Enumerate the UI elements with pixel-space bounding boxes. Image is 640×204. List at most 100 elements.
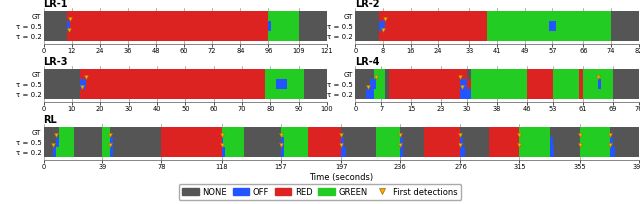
Bar: [553, 80, 579, 89]
Bar: [271, 22, 299, 32]
Bar: [284, 138, 308, 147]
Bar: [552, 138, 580, 147]
Bar: [67, 22, 70, 32]
Bar: [580, 148, 610, 157]
Bar: [611, 32, 639, 42]
Bar: [223, 138, 244, 147]
Bar: [489, 128, 520, 137]
Bar: [583, 80, 598, 89]
Bar: [580, 128, 610, 137]
Bar: [556, 22, 611, 32]
Bar: [287, 80, 304, 89]
Text: RL: RL: [44, 114, 57, 124]
Bar: [44, 148, 52, 157]
Bar: [341, 148, 346, 157]
Bar: [102, 128, 110, 137]
Bar: [67, 32, 268, 42]
Bar: [376, 80, 385, 89]
Bar: [304, 80, 327, 89]
Bar: [486, 22, 549, 32]
Bar: [44, 128, 59, 137]
Bar: [579, 90, 583, 99]
Bar: [344, 138, 376, 147]
Bar: [463, 138, 489, 147]
Bar: [579, 70, 583, 79]
Bar: [281, 138, 284, 147]
Bar: [264, 90, 304, 99]
Bar: [374, 90, 385, 99]
Bar: [102, 148, 110, 157]
Bar: [308, 128, 341, 137]
Bar: [553, 90, 579, 99]
Bar: [486, 12, 611, 22]
Bar: [460, 80, 467, 89]
Bar: [612, 90, 639, 99]
Bar: [86, 80, 264, 89]
Bar: [59, 138, 74, 147]
Bar: [284, 148, 308, 157]
Bar: [341, 138, 344, 147]
Bar: [56, 138, 59, 147]
Bar: [113, 138, 161, 147]
Bar: [74, 128, 102, 137]
Bar: [489, 148, 520, 157]
Bar: [460, 148, 465, 157]
Bar: [52, 148, 56, 157]
Bar: [44, 22, 67, 32]
Bar: [613, 138, 639, 147]
Bar: [110, 138, 113, 147]
Bar: [549, 22, 556, 32]
Bar: [355, 80, 370, 89]
Bar: [467, 80, 471, 89]
Bar: [222, 148, 225, 157]
Bar: [610, 148, 614, 157]
Bar: [554, 148, 580, 157]
Bar: [264, 70, 304, 79]
Text: LR-4: LR-4: [355, 57, 380, 67]
Bar: [471, 90, 527, 99]
Bar: [389, 80, 460, 89]
Bar: [460, 90, 471, 99]
Bar: [520, 138, 550, 147]
Bar: [59, 128, 74, 137]
Bar: [553, 70, 579, 79]
Bar: [244, 148, 281, 157]
Bar: [67, 12, 268, 22]
Bar: [385, 90, 389, 99]
Bar: [355, 32, 380, 42]
Bar: [424, 148, 460, 157]
Bar: [486, 32, 611, 42]
Bar: [44, 138, 56, 147]
Bar: [268, 32, 299, 42]
Bar: [81, 90, 264, 99]
Bar: [113, 148, 161, 157]
Bar: [44, 70, 81, 79]
Text: LR-1: LR-1: [44, 0, 68, 9]
Bar: [527, 80, 553, 89]
Bar: [385, 80, 389, 89]
Bar: [376, 128, 400, 137]
Bar: [81, 70, 264, 79]
Bar: [225, 148, 244, 157]
Bar: [467, 70, 471, 79]
Bar: [367, 90, 374, 99]
Bar: [527, 70, 553, 79]
Bar: [299, 22, 327, 32]
Bar: [161, 128, 222, 137]
Bar: [612, 70, 639, 79]
Bar: [424, 128, 460, 137]
Bar: [304, 70, 327, 79]
Bar: [355, 12, 380, 22]
Bar: [460, 138, 463, 147]
Bar: [389, 90, 460, 99]
Bar: [355, 70, 374, 79]
Bar: [264, 80, 276, 89]
Bar: [308, 138, 341, 147]
Bar: [161, 138, 222, 147]
Bar: [380, 12, 486, 22]
Bar: [385, 70, 389, 79]
Bar: [403, 138, 424, 147]
Bar: [403, 148, 424, 157]
Bar: [44, 90, 81, 99]
Bar: [612, 80, 639, 89]
